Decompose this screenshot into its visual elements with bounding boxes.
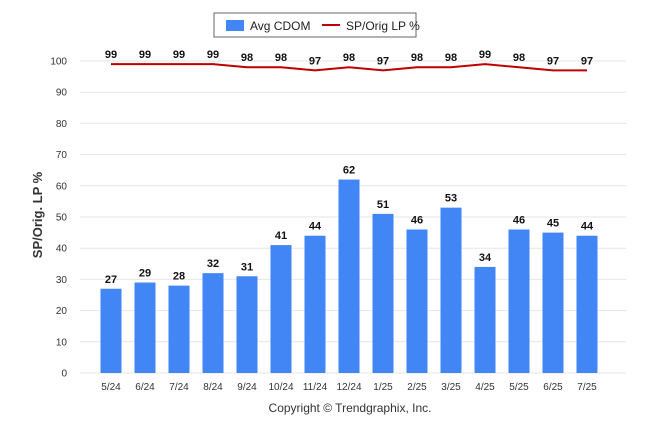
- x-tick-label: 4/25: [475, 382, 495, 393]
- bar-data-labels: 27 29 28 32 31 41 44 62 51 46 53 34 46 45 44: [105, 165, 594, 286]
- x-tick-label: 6/24: [135, 382, 155, 393]
- x-tick-label: 3/25: [441, 382, 461, 393]
- line-data-label: 99: [207, 49, 219, 61]
- bar-data-label: 32: [207, 258, 219, 270]
- x-tick-label: 5/24: [101, 382, 121, 393]
- bar: [372, 213, 394, 373]
- bar: [440, 207, 462, 373]
- y-axis-ticks: 0 10 20 30 40 50 60 70 80 90 100: [50, 57, 67, 380]
- y-tick-label: 50: [56, 213, 68, 224]
- bar: [100, 288, 122, 373]
- bar-data-label: 53: [445, 193, 457, 205]
- line-data-label: 99: [139, 49, 151, 61]
- bar-series: [100, 179, 598, 373]
- y-tick-label: 0: [61, 369, 67, 380]
- bar-data-label: 44: [581, 221, 594, 233]
- line-data-label: 98: [445, 52, 457, 64]
- legend-label-line: SP/Orig LP %: [346, 19, 420, 33]
- x-tick-label: 2/25: [407, 382, 427, 393]
- line-data-label: 97: [547, 55, 559, 67]
- x-axis-ticks: 5/24 6/24 7/24 8/24 9/24 10/24 11/24 12/24 1/25 2…: [101, 382, 597, 393]
- line-data-label: 98: [343, 52, 355, 64]
- line-data-label: 97: [309, 55, 321, 67]
- copyright-text: Copyright © Trendgraphix, Inc.: [269, 401, 432, 415]
- bar: [236, 276, 258, 373]
- bar: [202, 273, 224, 373]
- bar: [168, 285, 190, 373]
- line-data-label: 98: [241, 52, 253, 64]
- y-axis-title: SP/Orig. LP %: [30, 171, 45, 258]
- line-data-label: 98: [513, 52, 525, 64]
- bar-data-label: 62: [343, 165, 355, 177]
- bar-data-label: 28: [173, 271, 185, 283]
- x-tick-label: 1/25: [373, 382, 393, 393]
- bar-data-label: 46: [513, 214, 525, 226]
- x-tick-label: 9/24: [237, 382, 257, 393]
- legend-label-bar: Avg CDOM: [250, 19, 310, 33]
- y-tick-label: 60: [56, 181, 68, 192]
- bar: [304, 235, 326, 373]
- x-tick-label: 7/25: [577, 382, 597, 393]
- y-tick-label: 40: [56, 244, 68, 255]
- y-tick-label: 90: [56, 88, 68, 99]
- bar: [576, 235, 598, 373]
- bar-data-label: 41: [275, 230, 287, 242]
- x-tick-label: 7/24: [169, 382, 189, 393]
- bar-data-label: 44: [309, 221, 322, 233]
- line-data-label: 98: [275, 52, 287, 64]
- x-tick-label: 12/24: [336, 382, 361, 393]
- bar: [338, 179, 360, 373]
- bar: [508, 229, 530, 373]
- legend-box: [213, 12, 417, 38]
- bar: [270, 245, 292, 373]
- x-tick-label: 8/24: [203, 382, 223, 393]
- bar: [474, 266, 496, 373]
- x-tick-label: 6/25: [543, 382, 563, 393]
- line-path: [111, 63, 587, 72]
- bar-data-label: 45: [547, 218, 559, 230]
- line-data-label: 97: [581, 55, 593, 67]
- x-tick-label: 11/24: [303, 382, 328, 393]
- line-data-label: 99: [105, 49, 117, 61]
- line-data-label: 97: [377, 55, 389, 67]
- bar-data-label: 29: [139, 268, 151, 280]
- line-data-label: 99: [173, 49, 185, 61]
- y-tick-label: 10: [56, 337, 68, 348]
- bar-data-label: 46: [411, 214, 423, 226]
- bar: [542, 232, 564, 373]
- line-data-label: 98: [411, 52, 423, 64]
- bar-data-label: 27: [105, 274, 117, 286]
- bar-data-label: 34: [479, 252, 492, 264]
- x-tick-label: 10/24: [268, 382, 293, 393]
- bar-data-label: 31: [241, 261, 253, 273]
- line-series: [111, 63, 587, 72]
- bar: [406, 229, 428, 373]
- y-tick-label: 70: [56, 150, 68, 161]
- line-data-labels: 99 99 99 99 98 98 97 98 97 98 98 99 98 97 97: [105, 49, 593, 67]
- y-tick-label: 20: [56, 306, 68, 317]
- legend: Avg CDOM SP/Orig LP %: [213, 12, 420, 38]
- legend-swatch-bar: [226, 20, 244, 31]
- y-tick-label: 100: [50, 57, 67, 68]
- x-tick-label: 5/25: [509, 382, 529, 393]
- bar-data-label: 51: [377, 199, 389, 211]
- bar: [134, 282, 156, 373]
- y-tick-label: 80: [56, 119, 68, 130]
- y-tick-label: 30: [56, 275, 68, 286]
- line-data-label: 99: [479, 49, 491, 61]
